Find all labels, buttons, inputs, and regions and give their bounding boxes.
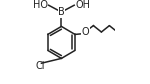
- Text: O: O: [82, 27, 89, 37]
- Text: B: B: [58, 7, 65, 17]
- Text: Cl: Cl: [36, 61, 45, 71]
- Text: HO: HO: [33, 0, 48, 10]
- Text: OH: OH: [75, 0, 90, 10]
